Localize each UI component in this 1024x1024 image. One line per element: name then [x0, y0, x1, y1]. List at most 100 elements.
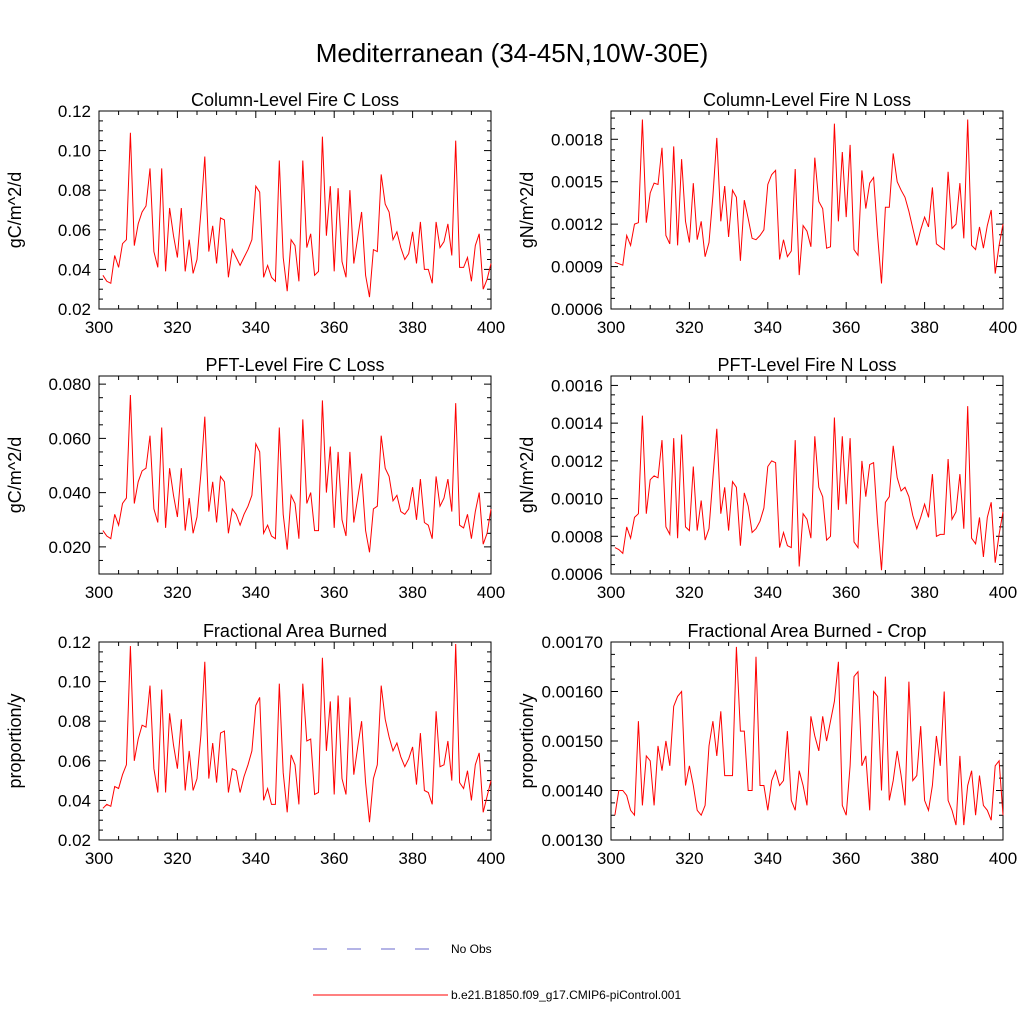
y-tick-label: 0.04	[58, 260, 91, 279]
y-tick-label: 0.020	[48, 538, 91, 557]
plot-frame	[610, 641, 1004, 841]
x-tick-label: 340	[242, 583, 270, 602]
y-tick-label: 0.0018	[551, 130, 603, 149]
plot-frame	[98, 641, 492, 841]
x-tick-label: 380	[398, 849, 426, 868]
y-tick-label: 0.02	[58, 300, 91, 319]
x-tick-label: 340	[754, 583, 782, 602]
y-tick-label: 0.00170	[542, 633, 603, 652]
x-tick-label: 300	[597, 318, 625, 337]
y-tick-label: 0.0015	[551, 173, 603, 192]
y-tick-label: 0.0014	[551, 414, 603, 433]
x-tick-label: 360	[832, 849, 860, 868]
chart-panel: Fractional Area Burned proportion/y 300 320…	[5, 621, 505, 868]
y-tick-label: 0.0006	[551, 300, 603, 319]
legend-label-no-obs: No Obs	[451, 942, 492, 956]
y-tick-label: 0.0012	[551, 215, 603, 234]
figure-title: Mediterranean (34-45N,10W-30E)	[316, 38, 709, 68]
x-tick-label: 360	[320, 318, 348, 337]
x-tick-label: 360	[320, 849, 348, 868]
y-tick-label: 0.00150	[542, 732, 603, 751]
series-line	[614, 406, 1004, 571]
chart-panel: Column-Level Fire N Loss gN/m^2/d 300 320 34…	[517, 90, 1017, 337]
y-tick-label: 0.080	[48, 375, 91, 394]
x-tick-label: 320	[163, 318, 191, 337]
chart-panel: PFT-Level Fire N Loss gN/m^2/d 300 320 340 36…	[517, 355, 1017, 602]
y-tick-label: 0.060	[48, 429, 91, 448]
x-tick-label: 320	[675, 318, 703, 337]
x-tick-label: 380	[910, 583, 938, 602]
x-tick-label: 360	[320, 583, 348, 602]
y-tick-label: 0.0006	[551, 565, 603, 584]
panel-title: Column-Level Fire C Loss	[191, 90, 399, 110]
chart-panel: PFT-Level Fire C Loss gC/m^2/d 300 320 340 36…	[5, 355, 505, 602]
y-tick-label: 0.06	[58, 221, 91, 240]
plot-frame	[98, 375, 492, 575]
x-tick-label: 300	[85, 318, 113, 337]
legend: No Obs b.e21.B1850.f09_g17.CMIP6-piContr…	[313, 942, 681, 1002]
y-axis-label: gN/m^2/d	[517, 437, 537, 513]
x-tick-label: 300	[597, 583, 625, 602]
x-tick-label: 320	[163, 849, 191, 868]
y-tick-label: 0.10	[58, 142, 91, 161]
y-axis-label: proportion/y	[517, 693, 537, 788]
y-axis-label: gN/m^2/d	[517, 172, 537, 248]
series-line	[102, 132, 492, 298]
y-tick-label: 0.06	[58, 752, 91, 771]
series-line	[102, 394, 492, 553]
panel-title: PFT-Level Fire N Loss	[717, 355, 896, 375]
x-tick-label: 400	[477, 583, 505, 602]
y-tick-label: 0.00160	[542, 683, 603, 702]
x-tick-label: 380	[398, 583, 426, 602]
x-tick-label: 400	[989, 318, 1017, 337]
y-tick-label: 0.0009	[551, 258, 603, 277]
x-tick-label: 340	[754, 849, 782, 868]
x-tick-label: 380	[910, 318, 938, 337]
y-axis-label: gC/m^2/d	[5, 437, 25, 513]
x-tick-label: 400	[989, 849, 1017, 868]
legend-label-model: b.e21.B1850.f09_g17.CMIP6-piControl.001	[451, 988, 681, 1002]
series-line	[614, 119, 1004, 284]
y-tick-label: 0.08	[58, 181, 91, 200]
x-tick-label: 300	[85, 583, 113, 602]
panel-title: Column-Level Fire N Loss	[703, 90, 911, 110]
y-tick-label: 0.0010	[551, 490, 603, 509]
y-tick-label: 0.04	[58, 791, 91, 810]
series-line	[614, 646, 1004, 826]
x-tick-label: 380	[910, 849, 938, 868]
y-tick-label: 0.00140	[542, 782, 603, 801]
x-tick-label: 320	[163, 583, 191, 602]
x-tick-label: 320	[675, 583, 703, 602]
x-tick-label: 400	[477, 849, 505, 868]
panel-title: Fractional Area Burned	[203, 621, 387, 641]
y-tick-label: 0.12	[58, 102, 91, 121]
x-tick-label: 300	[597, 849, 625, 868]
x-tick-label: 340	[754, 318, 782, 337]
panel-title: Fractional Area Burned - Crop	[687, 621, 926, 641]
y-tick-label: 0.00130	[542, 831, 603, 850]
x-tick-label: 400	[477, 318, 505, 337]
x-tick-label: 340	[242, 849, 270, 868]
y-tick-label: 0.0012	[551, 452, 603, 471]
y-axis-label: proportion/y	[5, 693, 25, 788]
x-tick-label: 360	[832, 583, 860, 602]
x-tick-label: 360	[832, 318, 860, 337]
x-tick-label: 380	[398, 318, 426, 337]
chart-panel: Column-Level Fire C Loss gC/m^2/d 300 320 34…	[5, 90, 505, 337]
panel-title: PFT-Level Fire C Loss	[205, 355, 384, 375]
y-tick-label: 0.08	[58, 712, 91, 731]
chart-panel: Fractional Area Burned - Crop proportion/…	[517, 621, 1017, 868]
y-tick-label: 0.0008	[551, 527, 603, 546]
y-tick-label: 0.040	[48, 484, 91, 503]
x-tick-label: 340	[242, 318, 270, 337]
y-tick-label: 0.12	[58, 633, 91, 652]
y-axis-label: gC/m^2/d	[5, 172, 25, 248]
panels: Column-Level Fire C Loss gC/m^2/d 300 320 34…	[5, 90, 1017, 868]
plot-frame	[610, 110, 1004, 310]
x-tick-label: 320	[675, 849, 703, 868]
series-line	[102, 643, 492, 823]
y-tick-label: 0.0016	[551, 376, 603, 395]
x-tick-label: 400	[989, 583, 1017, 602]
y-tick-label: 0.10	[58, 673, 91, 692]
